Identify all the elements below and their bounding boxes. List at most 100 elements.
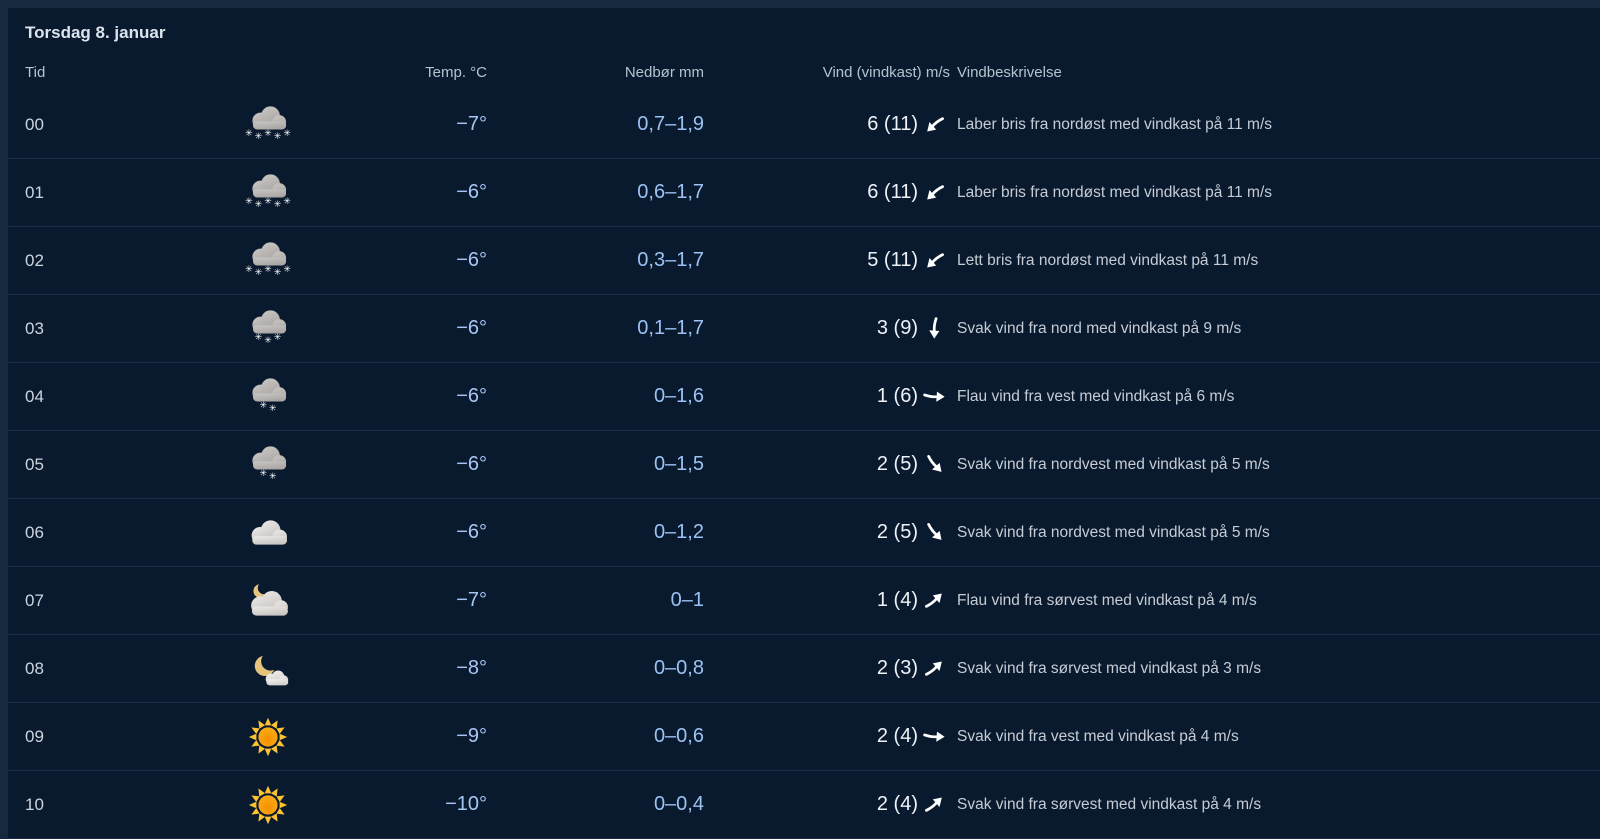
time-cell: 06 (25, 523, 115, 543)
weather-icon: ✳✳✳✳✳ (115, 173, 421, 212)
wind-direction-arrow-icon (915, 105, 953, 143)
weather-icon: ✳✳✳✳✳ (115, 241, 421, 280)
wind-arrow-cell (918, 179, 950, 206)
column-header-wind: Vind (vindkast) m/s (704, 64, 950, 81)
weather-icon: ✳✳ (115, 445, 421, 484)
precipitation-cell: 0–1,5 (487, 453, 704, 476)
wind-description-cell: Svak vind fra sørvest med vindkast på 3 … (950, 660, 1600, 678)
snowflakes-icon: ✳✳✳✳✳ (244, 268, 292, 280)
wind-speed-cell: 5 (11) (704, 249, 918, 272)
precipitation-cell: 0–0,8 (487, 657, 704, 680)
temperature-cell: −6° (421, 385, 487, 408)
wind-description-cell: Flau vind fra sørvest med vindkast på 4 … (950, 592, 1600, 610)
wind-direction-arrow-icon (915, 649, 953, 687)
wind-speed-cell: 1 (4) (704, 589, 918, 612)
wind-description-cell: Svak vind fra vest med vindkast på 4 m/s (950, 728, 1600, 746)
wind-speed-cell: 3 (9) (704, 317, 918, 340)
column-header-time: Tid (25, 64, 115, 81)
snowflakes-icon: ✳✳✳ (254, 336, 283, 348)
wind-direction-arrow-icon (915, 513, 953, 551)
snowflakes-icon: ✳✳✳✳✳ (244, 200, 292, 212)
weather-icon: ✳✳ (115, 377, 421, 416)
weather-icon (115, 519, 421, 547)
wind-direction-arrow-icon (921, 383, 948, 410)
time-cell: 00 (25, 115, 115, 135)
wind-arrow-cell (918, 519, 950, 546)
wind-description-cell: Svak vind fra nordvest med vindkast på 5… (950, 456, 1600, 474)
time-cell: 07 (25, 591, 115, 611)
wind-speed-cell: 2 (4) (704, 725, 918, 748)
snowflakes-icon: ✳✳✳✳✳ (244, 132, 292, 144)
wind-speed-cell: 6 (11) (704, 113, 918, 136)
time-cell: 08 (25, 659, 115, 679)
wind-arrow-cell (918, 247, 950, 274)
wind-arrow-cell (918, 723, 950, 750)
wind-direction-arrow-icon (921, 723, 948, 750)
wind-description-cell: Svak vind fra nord med vindkast på 9 m/s (950, 320, 1600, 338)
weather-icon (115, 582, 421, 620)
precipitation-cell: 0–0,4 (487, 793, 704, 816)
time-cell: 05 (25, 455, 115, 475)
temperature-cell: −10° (421, 793, 487, 816)
wind-arrow-cell (918, 587, 950, 614)
temperature-cell: −8° (421, 657, 487, 680)
wind-speed-cell: 2 (5) (704, 453, 918, 476)
column-header-wind-description: Vindbeskrivelse (950, 64, 1600, 81)
precipitation-cell: 0–1,2 (487, 521, 704, 544)
wind-arrow-cell (918, 383, 950, 410)
precipitation-cell: 0–1,6 (487, 385, 704, 408)
time-cell: 09 (25, 727, 115, 747)
wind-description-cell: Svak vind fra nordvest med vindkast på 5… (950, 524, 1600, 542)
weather-icon (115, 785, 421, 825)
wind-arrow-cell (918, 111, 950, 138)
cloud-icon (247, 519, 289, 547)
wind-speed-cell: 2 (3) (704, 657, 918, 680)
weather-icon: ✳✳✳ (115, 309, 421, 348)
wind-arrow-cell (918, 655, 950, 682)
snowflakes-icon: ✳✳ (258, 404, 277, 416)
wind-arrow-cell (918, 791, 950, 818)
table-header-row: Tid Temp. °C Nedbør mm Vind (vindkast) m… (8, 53, 1600, 91)
wind-speed-cell: 2 (5) (704, 521, 918, 544)
wind-direction-arrow-icon (915, 173, 953, 211)
precipitation-cell: 0,1–1,7 (487, 317, 704, 340)
cloud-icon (248, 445, 288, 471)
time-cell: 04 (25, 387, 115, 407)
wind-speed-cell: 6 (11) (704, 181, 918, 204)
precipitation-cell: 0–0,6 (487, 725, 704, 748)
date-heading: Torsdag 8. januar (8, 8, 1600, 45)
snowflakes-icon: ✳✳ (258, 472, 277, 484)
temperature-cell: −6° (421, 181, 487, 204)
weather-icon (115, 717, 421, 757)
wind-direction-arrow-icon (921, 315, 948, 342)
wind-description-cell: Flau vind fra vest med vindkast på 6 m/s (950, 388, 1600, 406)
temperature-cell: −6° (421, 453, 487, 476)
temperature-cell: −7° (421, 589, 487, 612)
sun-icon (248, 785, 288, 825)
wind-description-cell: Laber bris fra nordøst med vindkast på 1… (950, 116, 1600, 134)
precipitation-cell: 0,7–1,9 (487, 113, 704, 136)
column-header-temperature: Temp. °C (421, 64, 487, 81)
wind-arrow-cell (918, 315, 950, 342)
column-header-precipitation: Nedbør mm (487, 64, 704, 81)
cloud-icon (248, 377, 288, 403)
temperature-cell: −6° (421, 521, 487, 544)
wind-arrow-cell (918, 451, 950, 478)
temperature-cell: −6° (421, 249, 487, 272)
wind-direction-arrow-icon (915, 445, 953, 483)
wind-direction-arrow-icon (915, 241, 953, 279)
precipitation-cell: 0,6–1,7 (487, 181, 704, 204)
wind-speed-cell: 2 (4) (704, 793, 918, 816)
time-cell: 02 (25, 251, 115, 271)
time-cell: 03 (25, 319, 115, 339)
